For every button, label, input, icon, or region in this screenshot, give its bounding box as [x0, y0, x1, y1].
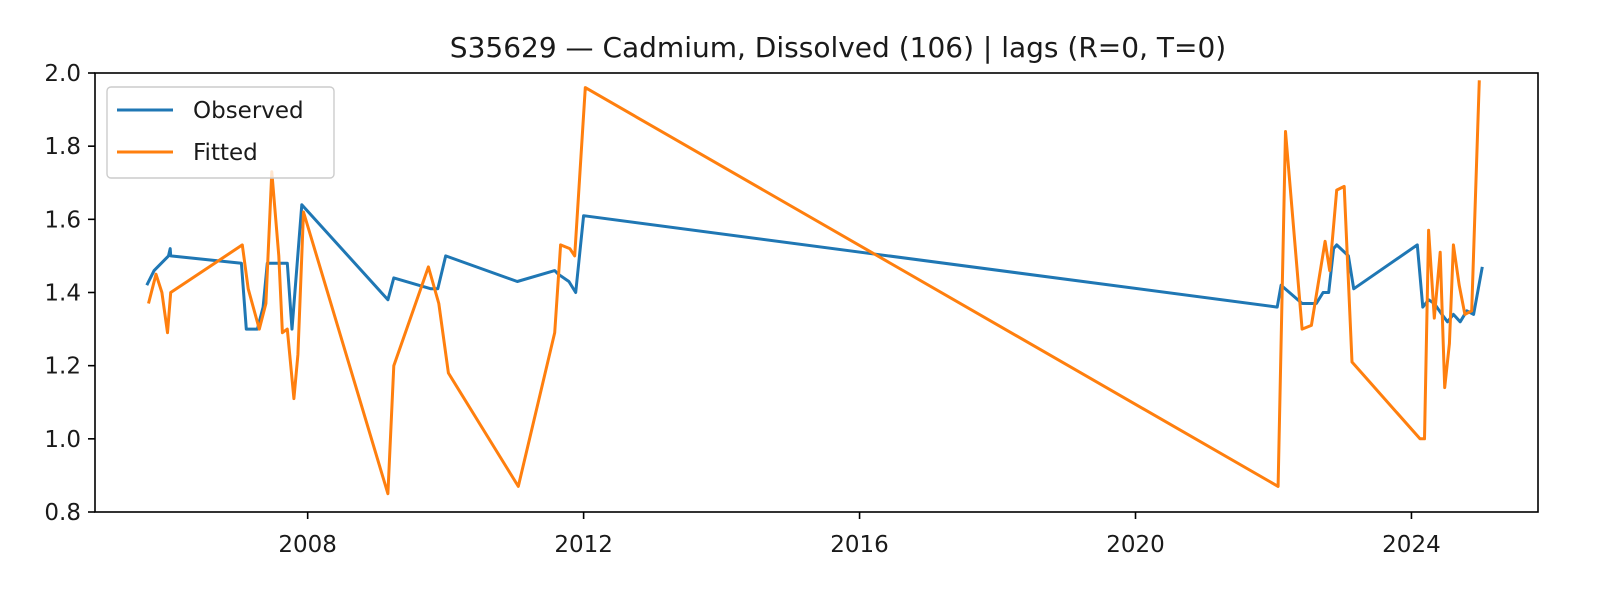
y-tick-label: 0.8	[44, 500, 81, 526]
legend-label-observed: Observed	[193, 98, 304, 124]
x-tick-label: 2020	[1106, 532, 1165, 558]
chart-title: S35629 — Cadmium, Dissolved (106) | lags…	[450, 31, 1226, 64]
x-tick-label: 2012	[554, 532, 613, 558]
legend: Observed Fitted	[106, 86, 335, 179]
y-tick-label: 1.6	[44, 207, 81, 233]
plot-area	[95, 73, 1538, 512]
y-tick-label: 1.8	[44, 134, 81, 160]
x-tick-label: 2008	[278, 532, 337, 558]
y-tick-label: 2.0	[44, 61, 81, 87]
y-tick-label: 1.0	[44, 427, 81, 453]
y-tick-label: 1.2	[44, 354, 81, 380]
legend-label-fitted: Fitted	[193, 140, 258, 166]
plot-background	[95, 73, 1538, 512]
axes: 0.8 1.0 1.2 1.4 1.6 1.8 2.0 2008 2012 2016 2020 202…	[44, 61, 1539, 558]
y-tick-label: 1.4	[44, 281, 81, 307]
x-tick-label: 2016	[830, 532, 889, 558]
series-line-fitted	[147, 80, 1481, 496]
x-tick-label: 2024	[1382, 532, 1441, 558]
series-lines	[145, 80, 1484, 496]
